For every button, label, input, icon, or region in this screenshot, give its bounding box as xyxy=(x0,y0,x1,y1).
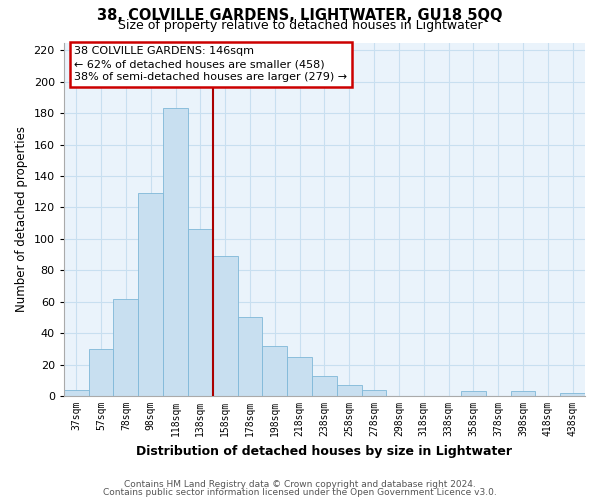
Bar xyxy=(560,393,585,396)
Bar xyxy=(461,392,486,396)
Bar xyxy=(138,194,163,396)
Bar xyxy=(89,349,113,396)
Text: Size of property relative to detached houses in Lightwater: Size of property relative to detached ho… xyxy=(118,19,482,32)
Bar xyxy=(64,390,89,396)
Bar xyxy=(287,357,312,396)
Bar xyxy=(362,390,386,396)
Bar xyxy=(238,318,262,396)
X-axis label: Distribution of detached houses by size in Lightwater: Distribution of detached houses by size … xyxy=(136,444,512,458)
Bar xyxy=(188,230,213,396)
Bar xyxy=(213,256,238,396)
Bar xyxy=(312,376,337,396)
Bar xyxy=(163,108,188,396)
Text: 38, COLVILLE GARDENS, LIGHTWATER, GU18 5QQ: 38, COLVILLE GARDENS, LIGHTWATER, GU18 5… xyxy=(97,8,503,22)
Text: Contains public sector information licensed under the Open Government Licence v3: Contains public sector information licen… xyxy=(103,488,497,497)
Bar xyxy=(113,298,138,396)
Bar xyxy=(262,346,287,396)
Bar xyxy=(337,385,362,396)
Text: Contains HM Land Registry data © Crown copyright and database right 2024.: Contains HM Land Registry data © Crown c… xyxy=(124,480,476,489)
Y-axis label: Number of detached properties: Number of detached properties xyxy=(15,126,28,312)
Bar xyxy=(511,392,535,396)
Text: 38 COLVILLE GARDENS: 146sqm
← 62% of detached houses are smaller (458)
38% of se: 38 COLVILLE GARDENS: 146sqm ← 62% of det… xyxy=(74,46,347,82)
